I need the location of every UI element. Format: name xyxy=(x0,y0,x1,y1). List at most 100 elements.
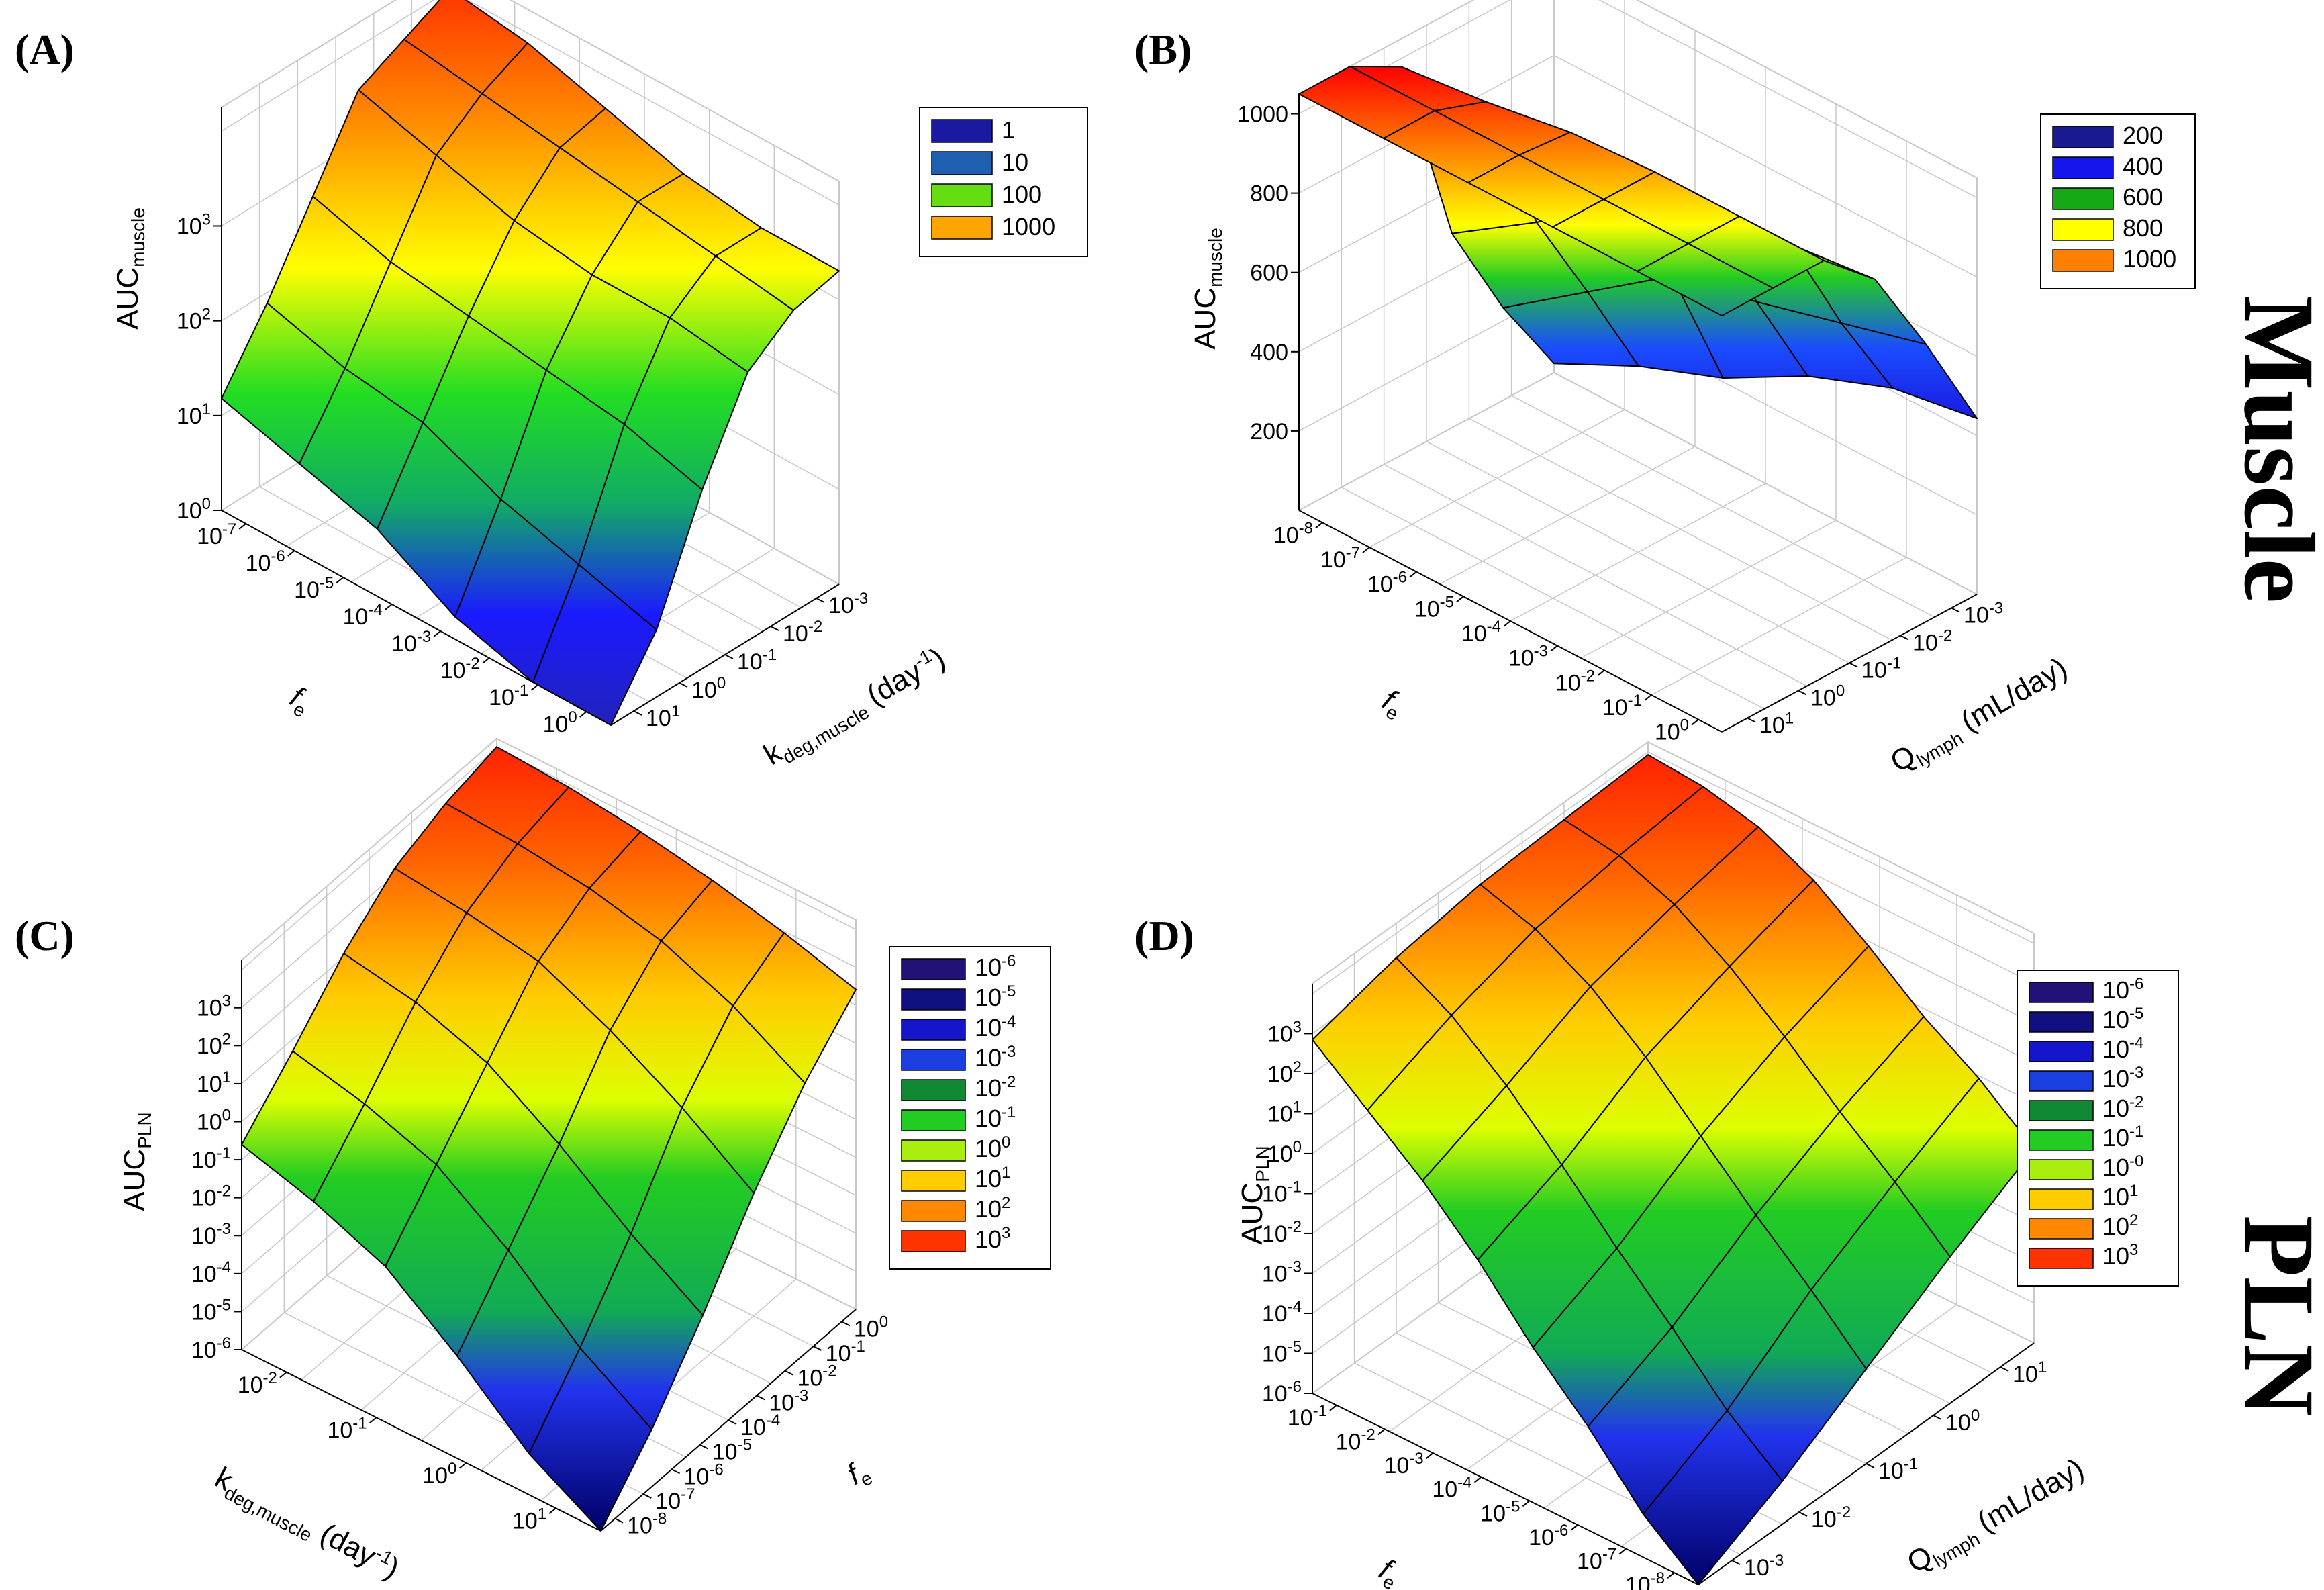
legend-label: 600 xyxy=(2123,183,2163,211)
legend-swatch xyxy=(901,1230,966,1252)
legend-label: 102 xyxy=(975,1194,1010,1223)
y-tick-mark xyxy=(679,682,688,688)
z-tick-label: 103 xyxy=(177,210,211,239)
y-axis-title: Qlymph (mL/day) xyxy=(1902,1452,2092,1583)
x-tick-mark xyxy=(385,604,393,610)
y-gridline xyxy=(1383,48,1808,687)
x-tick-mark xyxy=(336,577,344,583)
z-tick-label: 10-5 xyxy=(1262,1338,1302,1366)
legend-swatch xyxy=(901,1200,966,1222)
x-tick-label: 10-5 xyxy=(294,574,334,603)
legend-label: 10 xyxy=(1002,148,1028,176)
z-tick-label: 10-2 xyxy=(1262,1218,1302,1247)
y-tick-label: 10-5 xyxy=(712,1436,752,1465)
y-tick-label: 10-2 xyxy=(783,618,822,647)
y-tick-label: 10-4 xyxy=(740,1411,780,1440)
row-label-muscle: Muscle xyxy=(2223,295,2324,603)
legend-label: 10-0 xyxy=(2102,1152,2143,1181)
z-tick-label: 200 xyxy=(1250,419,1288,445)
z-tick-label: 400 xyxy=(1250,340,1288,365)
x-tick-label: 10-2 xyxy=(1336,1425,1375,1454)
x-tick-mark xyxy=(1377,1428,1386,1436)
legend-label: 101 xyxy=(2102,1182,2138,1211)
x-tick-label: 10-6 xyxy=(1529,1522,1568,1550)
z-tick-label: 10-4 xyxy=(1262,1298,1302,1327)
x-tick-mark xyxy=(1597,669,1605,677)
y-tick-mark xyxy=(1951,607,1960,613)
y-tick-mark xyxy=(816,598,825,603)
legend-swatch xyxy=(901,958,966,980)
x-tick-label: 10-4 xyxy=(1432,1474,1471,1503)
legend-swatch xyxy=(2029,1011,2094,1033)
legend-swatch xyxy=(931,151,993,175)
legend-swatch xyxy=(901,1109,966,1131)
x-tick-mark xyxy=(369,1417,377,1424)
x-tick-label: 10-8 xyxy=(1273,519,1313,548)
z-tick-label: 101 xyxy=(177,400,211,429)
legend-label: 10-1 xyxy=(975,1103,1016,1132)
y-tick-mark xyxy=(1747,717,1756,723)
y-tick-label: 10-3 xyxy=(1964,600,2003,628)
y-tick-mark xyxy=(728,1419,737,1425)
y-tick-mark xyxy=(784,1370,793,1376)
row-label-pln: PLN xyxy=(2223,1215,2324,1417)
z-tick-label: 10-1 xyxy=(1262,1178,1302,1207)
z-axis-title: AUCmuscle xyxy=(1189,228,1226,350)
x-tick-label: 101 xyxy=(512,1505,546,1534)
legend-label: 100 xyxy=(975,1133,1010,1162)
y-tick-label: 10-8 xyxy=(627,1510,667,1539)
x-tick-mark xyxy=(1570,1524,1578,1531)
z-tick-label: 101 xyxy=(197,1068,231,1097)
legend-label: 10-3 xyxy=(2102,1064,2143,1092)
z-axis-title: AUCPLN xyxy=(1236,1145,1273,1244)
y-tick-label: 10-1 xyxy=(737,646,777,675)
x-tick-label: 10-5 xyxy=(1480,1497,1520,1526)
legend-swatch xyxy=(2052,218,2114,241)
x-tick-label: 10-1 xyxy=(327,1414,367,1443)
z-tick-label: 10-1 xyxy=(191,1144,231,1173)
x-tick-label: 10-1 xyxy=(489,682,528,710)
y-axis-title: kdeg,muscle (day-1) xyxy=(757,641,953,776)
y-tick-mark xyxy=(1731,1560,1741,1565)
x-tick-mark xyxy=(1667,1572,1675,1579)
legend-swatch xyxy=(2029,1129,2094,1151)
y-tick-label: 10-2 xyxy=(1811,1503,1851,1532)
panel-label-d: (D) xyxy=(1134,912,1194,960)
x-tick-label: 10-3 xyxy=(1384,1450,1424,1479)
x-tick-label: 100 xyxy=(1655,716,1689,745)
x-axis-title: fe xyxy=(283,680,316,722)
x-tick-mark xyxy=(1315,522,1323,529)
z-tick-label: 10-6 xyxy=(191,1334,231,1363)
legend-swatch xyxy=(901,988,966,1011)
y-gridline xyxy=(1341,71,1765,710)
legend-swatch xyxy=(931,183,993,207)
z-gridline xyxy=(1312,751,2035,994)
y-tick-label: 10-2 xyxy=(1913,627,1952,656)
z-axis-title: AUCPLN xyxy=(118,1112,155,1211)
legend-label: 102 xyxy=(2102,1211,2138,1240)
panel-c-plot: 10-610-510-410-310-210-110010110210310-2… xyxy=(118,737,1051,1585)
x-tick-label: 10-1 xyxy=(1602,692,1642,720)
y-tick-label: 10-1 xyxy=(1878,1455,1918,1484)
z-tick-label: 10-5 xyxy=(191,1296,231,1325)
x-axis-line xyxy=(241,1349,601,1532)
x-tick-label: 10-7 xyxy=(197,520,236,549)
x-tick-mark xyxy=(1522,1500,1531,1507)
x-tick-mark xyxy=(287,550,295,557)
z-tick-label: 103 xyxy=(197,992,231,1021)
y-gridline xyxy=(1426,25,1850,664)
z-tick-label: 10-2 xyxy=(191,1182,231,1211)
legend-label: 103 xyxy=(2102,1241,2138,1270)
y-tick-label: 10-3 xyxy=(769,1387,808,1415)
y-tick-label: 100 xyxy=(691,674,726,703)
legend-label: 10-5 xyxy=(2102,1004,2143,1033)
legend-swatch xyxy=(2052,187,2114,210)
legend-swatch xyxy=(2029,1100,2094,1121)
z-tick-label: 100 xyxy=(177,495,211,524)
z-tick-label: 100 xyxy=(1267,1138,1302,1167)
y-tick-mark xyxy=(724,654,734,659)
y-tick-mark xyxy=(1798,1511,1808,1517)
y-axis-title: Qlymph (mL/day) xyxy=(1885,651,2075,782)
legend-swatch xyxy=(2029,1041,2094,1062)
legend-swatch xyxy=(901,1170,966,1192)
